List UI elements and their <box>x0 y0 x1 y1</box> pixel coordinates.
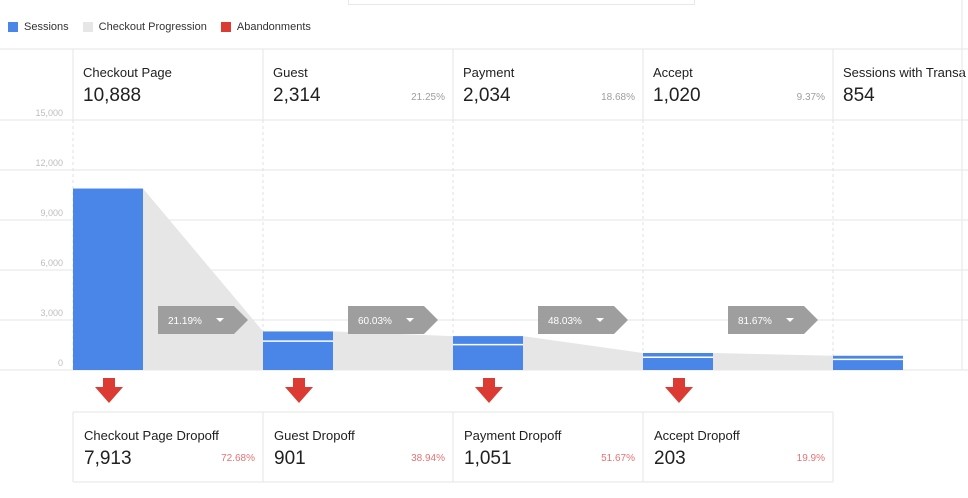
top-partial-box <box>348 0 695 5</box>
abandon-arrow-icon-0 <box>95 378 123 403</box>
dropoff-pct-1: 38.94% <box>411 453 445 464</box>
conversion-rate-0: 21.19% <box>168 316 202 327</box>
stage-value-4: 854 <box>843 85 875 106</box>
legend-swatch-checkout-progression <box>82 22 93 32</box>
y-tick-1: 3,000 <box>40 308 63 318</box>
conversion-caret-icon-3 <box>786 318 794 322</box>
conversion-box-1 <box>348 306 438 334</box>
legend-label-sessions: Sessions <box>24 21 69 33</box>
legend-swatch-sessions <box>8 22 18 32</box>
legend-item-abandonments[interactable]: Abandonments <box>220 21 311 33</box>
dropoff-label-3: Accept Dropoff <box>654 428 740 443</box>
session-bar-1 <box>263 331 333 370</box>
y-tick-5: 15,000 <box>35 108 63 118</box>
conversion-rate-2: 48.03% <box>548 316 582 327</box>
stage-label-2: Payment <box>463 65 515 80</box>
progression-area-1 <box>333 331 453 370</box>
y-tick-4: 12,000 <box>35 158 63 168</box>
dropoff-label-2: Payment Dropoff <box>464 428 562 443</box>
y-tick-3: 9,000 <box>40 208 63 218</box>
stage-value-1: 2,314 <box>273 85 321 106</box>
dropoff-pct-0: 72.68% <box>221 453 255 464</box>
stage-value-2: 2,034 <box>463 85 511 106</box>
legend-item-checkout-progression[interactable]: Checkout Progression <box>82 21 207 33</box>
session-bar-4 <box>833 355 903 370</box>
stage-label-4: Sessions with Transa <box>843 65 967 80</box>
conversion-rate-1: 60.03% <box>358 316 392 327</box>
conversion-rate-3: 81.67% <box>738 316 772 327</box>
conversion-caret-icon-1 <box>406 318 414 322</box>
progression-area-2 <box>523 336 643 370</box>
dropoff-pct-3: 19.9% <box>797 453 825 464</box>
conversion-box-3 <box>728 306 818 334</box>
session-bar-2 <box>453 336 523 370</box>
abandon-arrow-icon-2 <box>475 378 503 403</box>
dropoff-label-0: Checkout Page Dropoff <box>84 428 219 443</box>
dropoff-label-1: Guest Dropoff <box>274 428 355 443</box>
stage-label-0: Checkout Page <box>83 65 172 80</box>
abandon-arrow-icon-1 <box>285 378 313 403</box>
y-tick-0: 0 <box>58 358 63 368</box>
conversion-box-0 <box>158 306 248 334</box>
dropoff-value-0: 7,913 <box>84 448 132 469</box>
legend-swatch-abandonments <box>220 22 231 32</box>
abandon-arrow-icon-3 <box>665 378 693 403</box>
stage-pct-2: 18.68% <box>601 92 635 103</box>
dropoff-pct-2: 51.67% <box>601 453 635 464</box>
progression-area-3 <box>713 353 833 370</box>
stage-label-1: Guest <box>273 65 308 80</box>
legend-label-checkout-progression: Checkout Progression <box>98 21 207 33</box>
conversion-caret-icon-0 <box>216 318 224 322</box>
conversion-caret-icon-2 <box>596 318 604 322</box>
conversion-box-2 <box>538 306 628 334</box>
progression-area-0 <box>143 188 263 370</box>
session-bar-0 <box>73 188 143 370</box>
stage-pct-3: 9.37% <box>797 92 825 103</box>
dropoff-value-3: 203 <box>654 448 686 469</box>
stage-value-3: 1,020 <box>653 85 701 106</box>
legend-item-sessions[interactable]: Sessions <box>8 21 69 33</box>
session-bar-3 <box>643 353 713 370</box>
legend-label-abandonments: Abandonments <box>236 21 311 33</box>
legend: Sessions Checkout Progression Abandonmen… <box>8 18 325 36</box>
stage-value-0: 10,888 <box>83 85 141 106</box>
dropoff-value-2: 1,051 <box>464 448 512 469</box>
y-tick-2: 6,000 <box>40 258 63 268</box>
stage-label-3: Accept <box>653 65 693 80</box>
dropoff-value-1: 901 <box>274 448 306 469</box>
stage-pct-1: 21.25% <box>411 92 445 103</box>
